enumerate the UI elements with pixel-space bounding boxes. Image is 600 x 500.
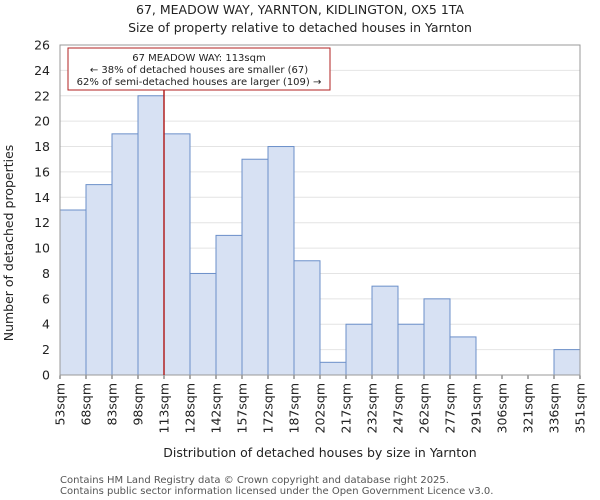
bars [59, 95, 581, 376]
y-axis-label: Number of detached properties [1, 145, 16, 342]
y-tick-label: 26 [34, 38, 50, 53]
x-axis-label: Distribution of detached houses by size … [163, 445, 476, 460]
footer-line-2: Contains public sector information licen… [60, 486, 493, 497]
x-tick-label: 113sqm [157, 383, 172, 433]
y-tick-label: 14 [34, 190, 50, 205]
annotation-line-2: ← 38% of detached houses are smaller (67… [90, 65, 308, 76]
bar-172sqm [267, 146, 295, 376]
bar-217sqm [345, 323, 373, 376]
bar-247sqm [397, 323, 425, 376]
x-tick-label: 202sqm [313, 383, 328, 433]
x-tick-label: 98sqm [131, 383, 146, 426]
property-marker: 67 MEADOW WAY: 113sqm ← 38% of detached … [67, 47, 331, 375]
annotation-line-3: 62% of semi-detached houses are larger (… [77, 77, 322, 88]
y-tick-label: 10 [34, 241, 50, 256]
chart-title: 67, MEADOW WAY, YARNTON, KIDLINGTON, OX5… [136, 2, 464, 17]
bar-187sqm [293, 260, 321, 376]
x-axis-ticks: 53sqm 68sqm 83sqm 98sqm 113sqm 128sqm 142sqm 15… [53, 375, 588, 433]
bar-262sqm [423, 298, 451, 376]
bar-68sqm [85, 184, 113, 376]
x-tick-label: 172sqm [261, 383, 276, 433]
x-tick-label: 142sqm [209, 383, 224, 433]
annotation-line-1: 67 MEADOW WAY: 113sqm [132, 53, 265, 64]
x-tick-label: 53sqm [53, 383, 68, 426]
x-tick-label: 262sqm [417, 383, 432, 433]
x-tick-label: 187sqm [287, 383, 302, 433]
bar-113sqm [163, 133, 191, 376]
bar-157sqm [241, 158, 269, 376]
x-tick-label: 351sqm [573, 383, 588, 433]
bar-277sqm [449, 336, 477, 376]
plot-frame [59, 44, 581, 376]
footer-line-1: Contains HM Land Registry data © Crown c… [60, 475, 449, 486]
x-tick-label: 336sqm [547, 383, 562, 433]
y-tick-label: 6 [42, 291, 50, 306]
y-tick-label: 2 [42, 342, 50, 357]
x-tick-label: 277sqm [443, 383, 458, 433]
x-tick-label: 217sqm [339, 383, 354, 433]
x-tick-label: 157sqm [235, 383, 250, 433]
bar-202sqm [319, 361, 347, 376]
y-tick-label: 20 [34, 114, 50, 129]
x-tick-label: 68sqm [79, 383, 94, 426]
bar-232sqm [371, 285, 399, 376]
x-tick-label: 247sqm [391, 383, 406, 433]
y-tick-label: 0 [42, 368, 50, 383]
chart-subtitle: Size of property relative to detached ho… [128, 20, 472, 35]
bar-83sqm [111, 133, 139, 376]
x-tick-label: 291sqm [469, 383, 484, 433]
y-tick-label: 18 [34, 139, 50, 154]
y-tick-label: 16 [34, 164, 50, 179]
bar-336sqm [553, 349, 581, 376]
x-tick-label: 306sqm [495, 383, 510, 433]
bar-98sqm [137, 95, 165, 376]
x-tick-label: 128sqm [183, 383, 198, 433]
y-tick-label: 22 [34, 88, 50, 103]
bar-142sqm [215, 234, 243, 376]
bar-53sqm [59, 209, 87, 376]
x-tick-label: 232sqm [365, 383, 380, 433]
y-tick-label: 8 [42, 266, 50, 281]
annotation-box [67, 47, 331, 91]
x-tick-label: 83sqm [105, 383, 120, 426]
y-tick-label: 4 [42, 317, 50, 332]
y-tick-label: 12 [34, 215, 50, 230]
x-tick-label: 321sqm [521, 383, 536, 433]
y-tick-label: 24 [34, 63, 50, 78]
bar-128sqm [189, 272, 217, 376]
